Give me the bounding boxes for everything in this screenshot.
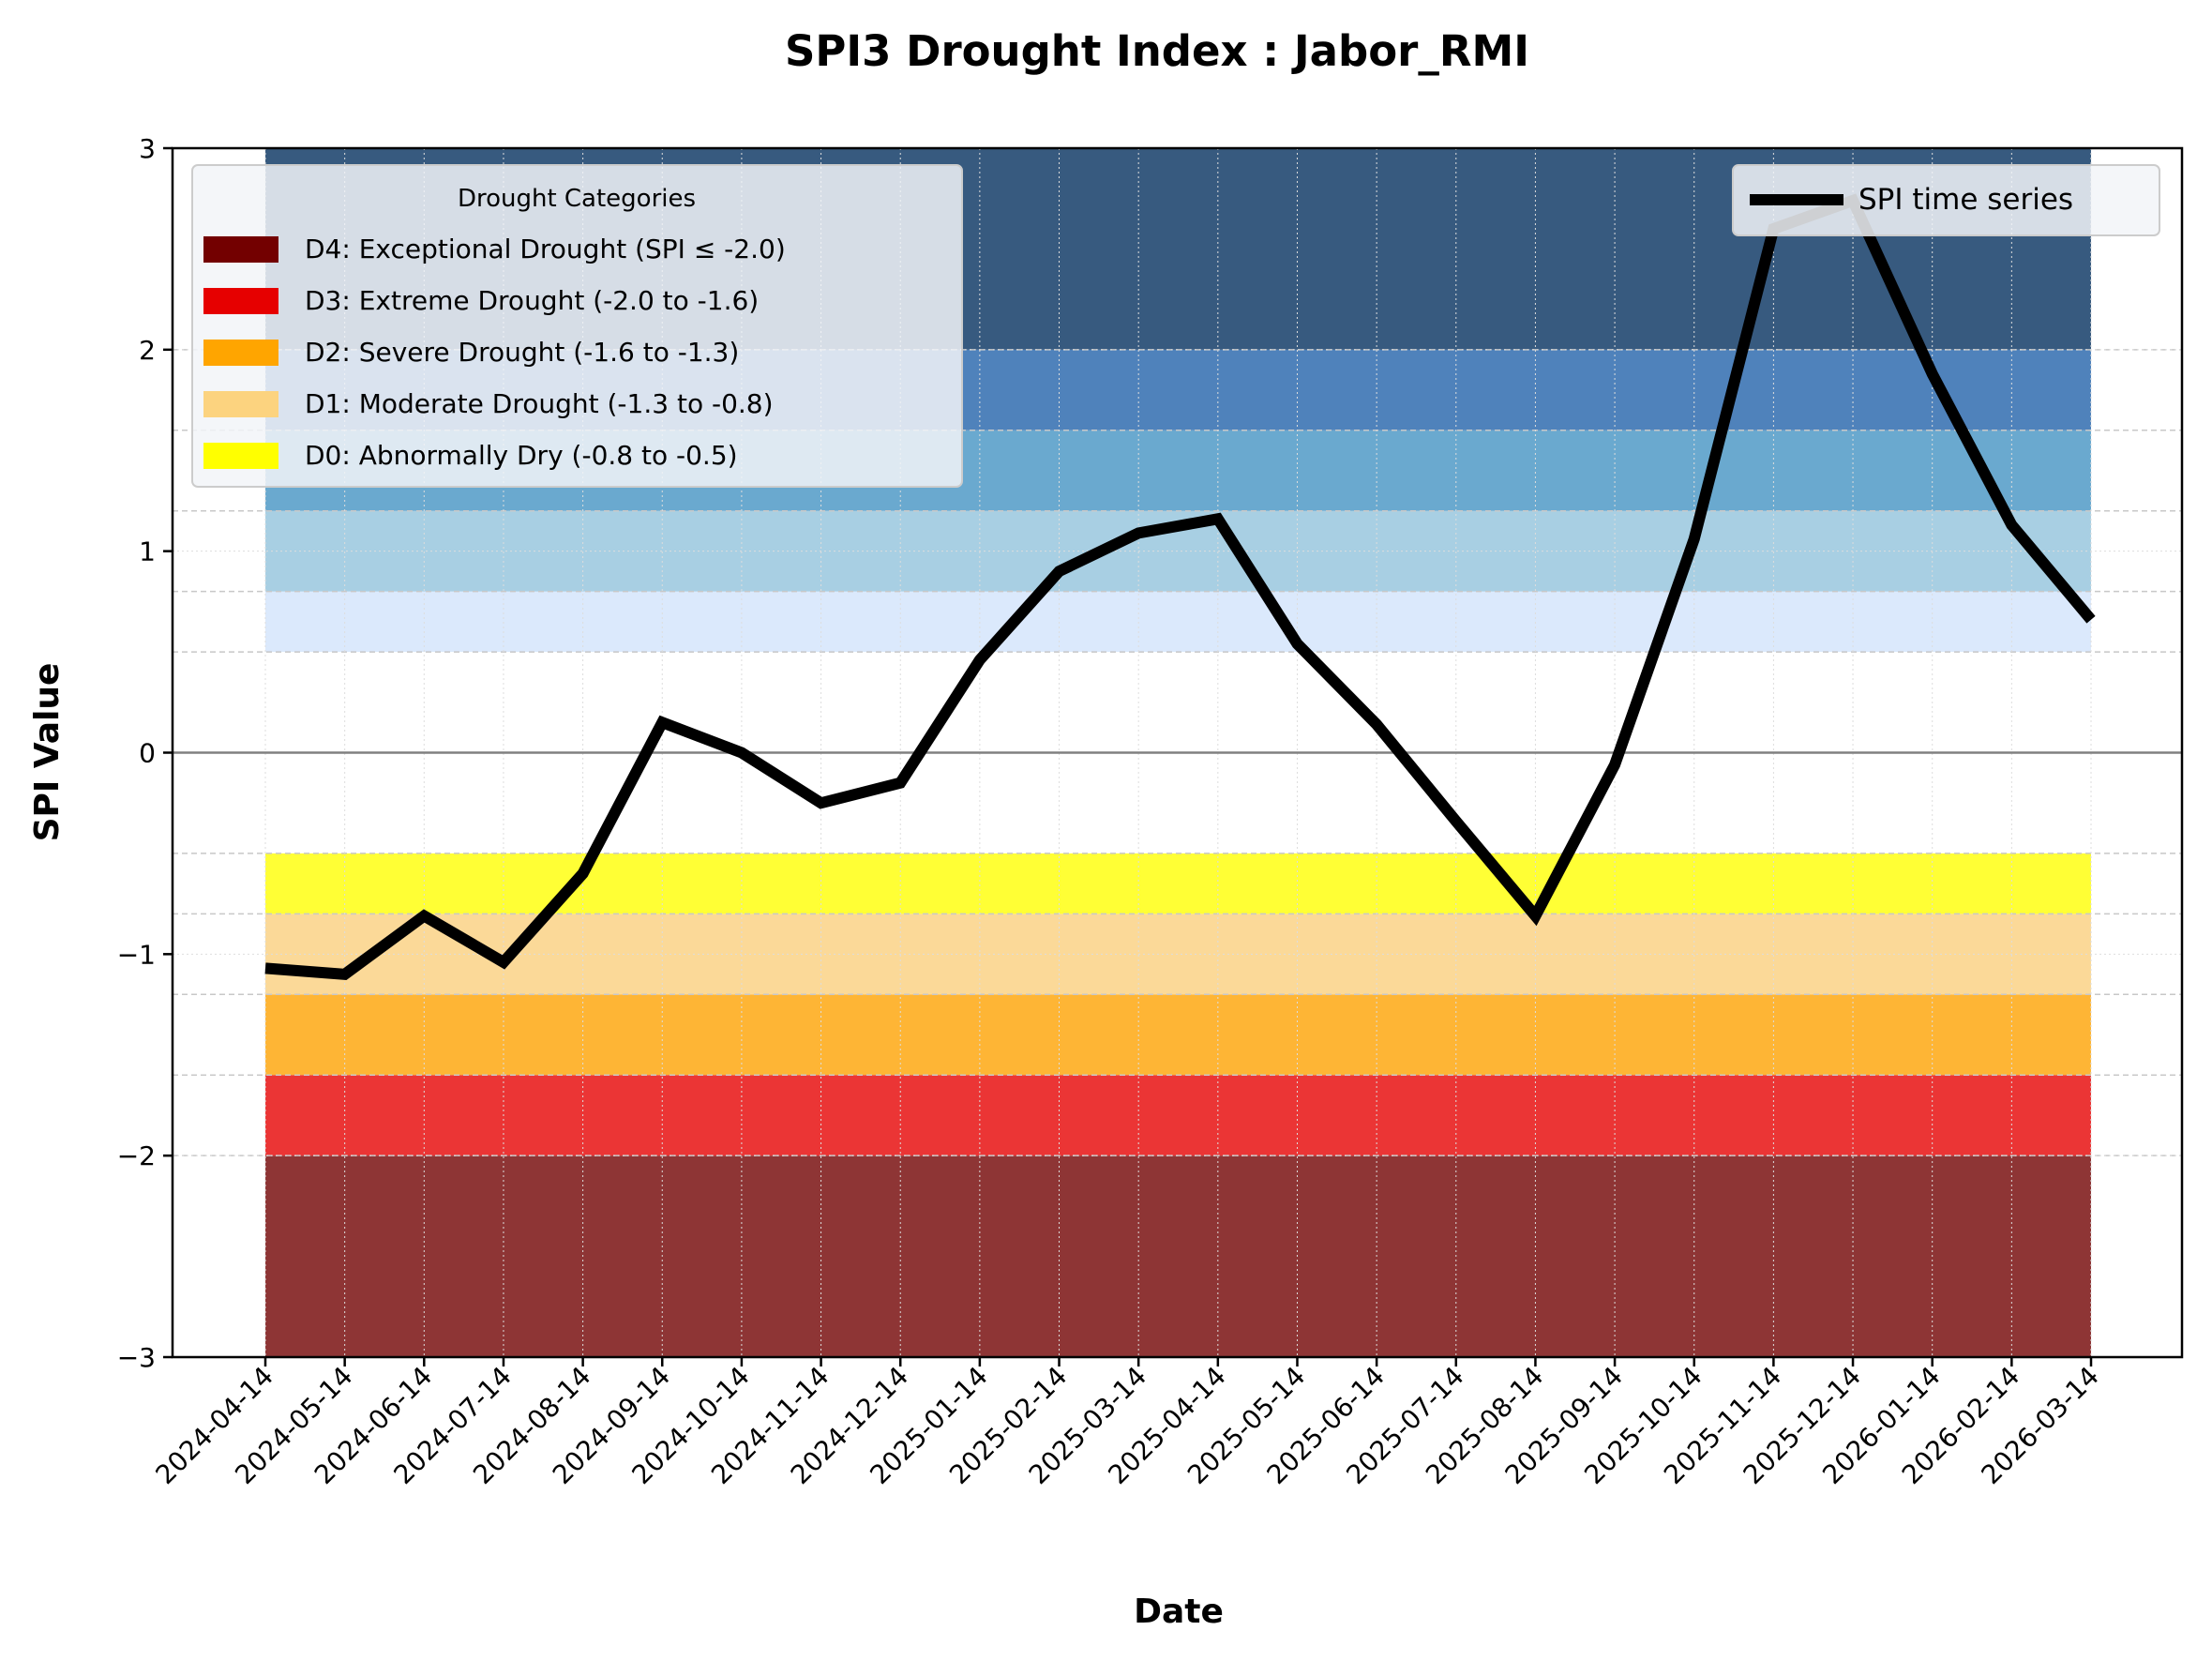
drought-band bbox=[265, 853, 2091, 914]
chart-title: SPI3 Drought Index : Jabor_RMI bbox=[785, 26, 1529, 76]
legend-swatch bbox=[203, 391, 278, 417]
y-tick-label: −3 bbox=[117, 1342, 156, 1373]
legend-box bbox=[191, 164, 963, 488]
drought-categories-legend: Drought Categories D4: Exceptional Droug… bbox=[191, 164, 963, 488]
legend-item-label: D4: Exceptional Drought (SPI ≤ -2.0) bbox=[305, 234, 786, 264]
legend-item-label: D2: Severe Drought (-1.6 to -1.3) bbox=[305, 337, 739, 368]
grid bbox=[173, 147, 2182, 1358]
y-ticks: −3 −2 −1 0 1 2 3 bbox=[117, 133, 173, 1373]
legend-swatch bbox=[203, 288, 278, 314]
y-tick-label: 2 bbox=[139, 335, 156, 366]
legend-swatch bbox=[203, 236, 278, 263]
y-tick-label: 1 bbox=[139, 536, 156, 567]
x-axis-label: Date bbox=[1134, 1593, 1224, 1631]
legend-box bbox=[1732, 164, 2160, 236]
legend-item-label: D0: Abnormally Dry (-0.8 to -0.5) bbox=[305, 440, 738, 471]
drought-band bbox=[265, 1075, 2091, 1156]
series-legend: SPI time series bbox=[1732, 164, 2160, 236]
legend-swatch bbox=[203, 443, 278, 469]
drought-band bbox=[265, 591, 2091, 653]
legend-swatch bbox=[203, 340, 278, 366]
legend-item-label: D1: Moderate Drought (-1.3 to -0.8) bbox=[305, 388, 774, 419]
y-tick-label: 0 bbox=[139, 738, 156, 769]
y-axis-label: SPI Value bbox=[28, 663, 67, 842]
drought-band bbox=[265, 1155, 2091, 1357]
y-tick-label: 3 bbox=[139, 133, 156, 164]
y-tick-label: −2 bbox=[117, 1140, 156, 1171]
legend-item-label: D3: Extreme Drought (-2.0 to -1.6) bbox=[305, 285, 759, 316]
legend-series-label: SPI time series bbox=[1858, 183, 2073, 217]
drought-band bbox=[265, 994, 2091, 1076]
y-tick-label: −1 bbox=[117, 939, 156, 970]
legend-title: Drought Categories bbox=[458, 185, 696, 213]
